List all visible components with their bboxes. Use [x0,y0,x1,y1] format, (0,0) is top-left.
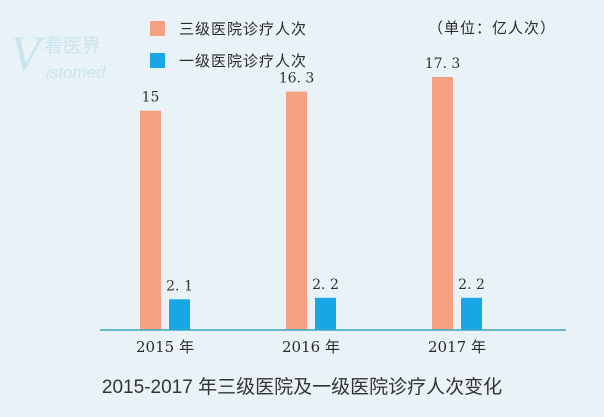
x-tick-label: 2015 年 [136,338,194,356]
bar-tertiary-1 [140,110,161,331]
bar-tertiary-2 [286,91,307,331]
legend-label-primary: 一级医院诊疗人次 [179,51,308,70]
legend-swatch-primary [150,52,165,68]
svg-text:看医界: 看医界 [44,35,101,57]
x-tick-label: 2016 年 [282,338,340,356]
svg-text:V: V [10,25,46,81]
bar-primary-3 [461,297,482,330]
legend-item-tertiary: 三级医院诊疗人次 [150,16,307,40]
legend-swatch-tertiary [150,20,165,36]
bar-tertiary-3 [432,77,453,330]
x-tick-label: 2017 年 [428,338,486,356]
value-label-primary-1: 2. 1 [166,278,193,294]
legend-item-primary: 一级医院诊疗人次 [150,48,307,72]
bar-primary-1 [169,299,190,330]
value-label-tertiary-2: 16. 3 [279,71,315,87]
svg-text:istomed: istomed [46,63,106,82]
unit-label: （单位：亿人次） [428,19,557,37]
value-label-primary-2: 2. 2 [312,277,339,293]
value-label-tertiary-1: 15 [142,90,160,106]
vistomed-logo: V 看医界 istomed [10,25,106,82]
chart-caption: 2015-2017 年三级医院及一级医院诊疗人次变化 [101,377,503,398]
value-label-tertiary-3: 17. 3 [425,56,461,72]
bar-primary-2 [315,297,336,330]
legend-label-tertiary: 三级医院诊疗人次 [179,19,308,38]
value-label-primary-3: 2. 2 [458,277,485,293]
